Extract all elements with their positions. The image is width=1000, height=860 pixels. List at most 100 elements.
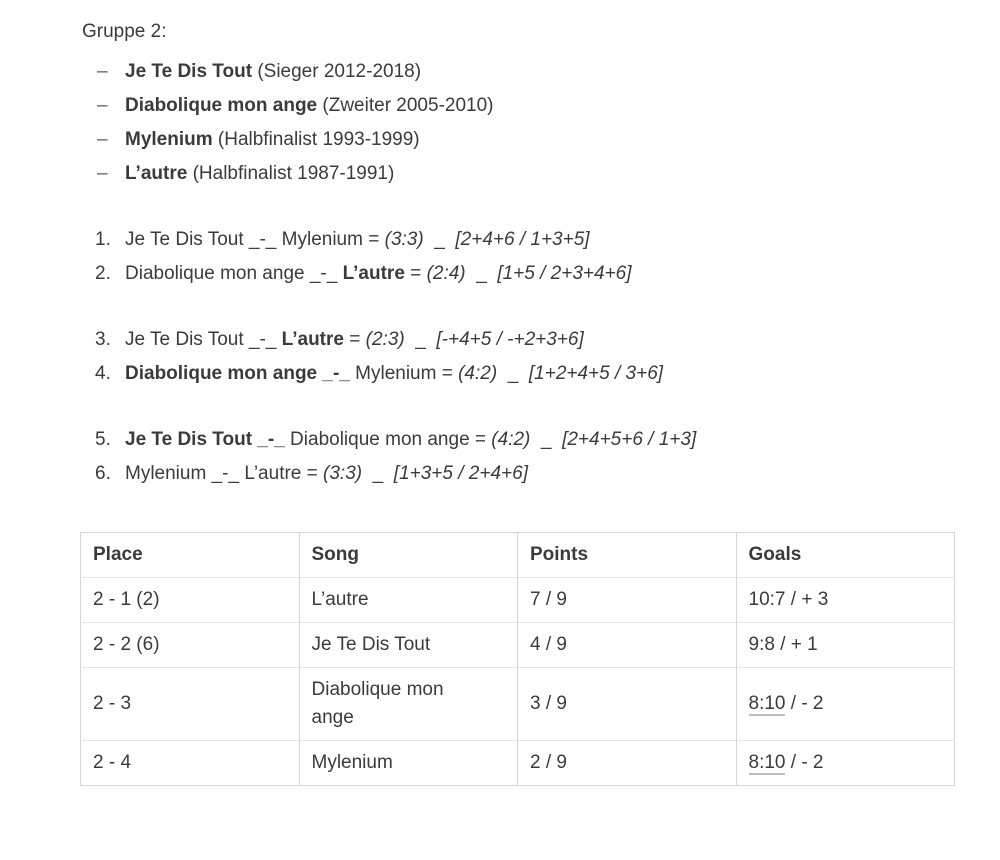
match-gap: _ bbox=[465, 263, 498, 284]
match-group-2: 3. Je Te Dis Tout _-_ L’autre = (2:3) _ … bbox=[82, 323, 956, 391]
goals-rest: 10:7 / + 3 bbox=[748, 589, 829, 610]
match-score: (2:4) bbox=[426, 263, 466, 284]
points-cell: 4 / 9 bbox=[517, 622, 736, 668]
match-gap: _ bbox=[423, 229, 456, 250]
match-post: = bbox=[301, 463, 324, 484]
match-group-3: 5. Je Te Dis Tout _-_ Diabolique mon ang… bbox=[82, 423, 956, 491]
match-number: 6. bbox=[95, 463, 111, 484]
match-post: = bbox=[362, 229, 385, 250]
song-info: (Halbfinalist 1987-1991) bbox=[187, 163, 395, 184]
list-item: – Diabolique mon ange (Zweiter 2005-2010… bbox=[82, 89, 956, 123]
dash-bullet-icon: – bbox=[97, 129, 108, 150]
column-header-goals: Goals bbox=[735, 532, 955, 578]
table-row: 2 - 2 (6) Je Te Dis Tout 4 / 9 9:8 / + 1 bbox=[80, 622, 955, 668]
column-header-points: Points bbox=[517, 532, 736, 578]
song-list: – Je Te Dis Tout (Sieger 2012-2018) – Di… bbox=[82, 55, 956, 191]
match-text: Je Te Dis Tout _-_ Diabolique mon ange =… bbox=[125, 423, 696, 457]
song-info: (Halbfinalist 1993-1999) bbox=[212, 129, 420, 150]
song-info: (Zweiter 2005-2010) bbox=[317, 95, 494, 116]
goals-cell: 9:8 / + 1 bbox=[735, 622, 955, 668]
song-name: Diabolique mon ange bbox=[125, 95, 318, 116]
table-row: 2 - 4 Mylenium 2 / 9 8:10 / - 2 bbox=[80, 740, 955, 786]
match-goal-minutes: [2+4+5+6 / 1+3] bbox=[562, 429, 697, 450]
match-gap: _ bbox=[362, 463, 394, 484]
list-item: – L’autre (Halbfinalist 1987-1991) bbox=[82, 157, 956, 191]
table-header-row: Place Song Points Goals bbox=[81, 532, 955, 578]
match-item: 4. Diabolique mon ange _-_ Mylenium = (4… bbox=[82, 357, 956, 391]
dash-bullet-icon: – bbox=[97, 163, 108, 184]
goals-rest: / - 2 bbox=[785, 752, 824, 773]
match-post: Diabolique mon ange = bbox=[284, 429, 492, 450]
match-group-1: 1. Je Te Dis Tout _-_ Mylenium = (3:3) _… bbox=[82, 223, 956, 291]
place-cell: 2 - 2 (6) bbox=[80, 622, 299, 668]
goals-link[interactable]: 8:10 bbox=[748, 693, 786, 716]
points-cell: 7 / 9 bbox=[517, 577, 736, 623]
match-winner: L’autre bbox=[281, 329, 344, 350]
song-cell-text: Diabolique mon ange bbox=[311, 679, 444, 728]
match-goal-minutes: [1+5 / 2+3+4+6] bbox=[497, 263, 632, 284]
points-cell: 2 / 9 bbox=[517, 740, 736, 786]
goals-cell: 8:10 / - 2 bbox=[735, 667, 955, 741]
song-cell: L’autre bbox=[298, 577, 518, 623]
song-cell: Je Te Dis Tout bbox=[298, 622, 518, 668]
list-item: – Mylenium (Halbfinalist 1993-1999) bbox=[82, 123, 956, 157]
place-cell: 2 - 4 bbox=[80, 740, 299, 786]
song-entry: Je Te Dis Tout (Sieger 2012-2018) bbox=[125, 55, 421, 89]
match-winner: Diabolique mon ange _-_ bbox=[125, 363, 350, 384]
match-text: Je Te Dis Tout _-_ L’autre = (2:3) _ [-+… bbox=[125, 323, 584, 357]
goals-link[interactable]: 8:10 bbox=[748, 752, 786, 775]
goals-cell: 10:7 / + 3 bbox=[735, 577, 955, 623]
column-header-song: Song bbox=[298, 532, 518, 578]
match-goal-minutes: [-+4+5 / -+2+3+6] bbox=[436, 329, 584, 350]
match-post: = bbox=[343, 329, 366, 350]
song-cell: Mylenium bbox=[298, 740, 518, 786]
match-item: 2. Diabolique mon ange _-_ L’autre = (2:… bbox=[82, 257, 956, 291]
match-item: 6. Mylenium _-_ L’autre = (3:3) _ [1+3+5… bbox=[82, 457, 956, 491]
match-number: 3. bbox=[95, 329, 111, 350]
match-gap: _ bbox=[497, 363, 529, 384]
match-text: Diabolique mon ange _-_ Mylenium = (4:2)… bbox=[125, 357, 663, 391]
match-post: = bbox=[404, 263, 427, 284]
song-info: (Sieger 2012-2018) bbox=[252, 61, 422, 82]
song-cell-text: L’autre bbox=[311, 589, 369, 610]
place-cell: 2 - 1 (2) bbox=[80, 577, 299, 623]
match-winner: L’autre bbox=[342, 263, 405, 284]
place-cell: 2 - 3 bbox=[80, 667, 299, 741]
page-title: Gruppe 2: bbox=[82, 21, 167, 42]
match-pre: Diabolique mon ange _-_ bbox=[125, 263, 343, 284]
match-text: Mylenium _-_ L’autre = (3:3) _ [1+3+5 / … bbox=[125, 457, 528, 491]
match-number: 2. bbox=[95, 263, 111, 284]
list-item: – Je Te Dis Tout (Sieger 2012-2018) bbox=[82, 55, 956, 89]
song-cell-text: Mylenium bbox=[311, 752, 393, 773]
match-winner: Je Te Dis Tout _-_ bbox=[125, 429, 285, 450]
match-number: 4. bbox=[95, 363, 111, 384]
match-pre: Mylenium _-_ L’autre bbox=[125, 463, 302, 484]
song-entry: L’autre (Halbfinalist 1987-1991) bbox=[125, 157, 394, 191]
match-number: 1. bbox=[95, 229, 111, 250]
match-item: 5. Je Te Dis Tout _-_ Diabolique mon ang… bbox=[82, 423, 956, 457]
match-score: (2:3) bbox=[365, 329, 405, 350]
results-table: Place Song Points Goals 2 - 1 (2) L’autr… bbox=[80, 532, 955, 786]
dash-bullet-icon: – bbox=[97, 61, 108, 82]
points-cell: 3 / 9 bbox=[517, 667, 736, 741]
song-entry: Mylenium (Halbfinalist 1993-1999) bbox=[125, 123, 420, 157]
song-entry: Diabolique mon ange (Zweiter 2005-2010) bbox=[125, 89, 494, 123]
song-cell: Diabolique mon ange bbox=[298, 667, 518, 741]
match-item: 1. Je Te Dis Tout _-_ Mylenium = (3:3) _… bbox=[82, 223, 956, 257]
match-score: (3:3) bbox=[384, 229, 424, 250]
match-post: Mylenium = bbox=[349, 363, 459, 384]
dash-bullet-icon: – bbox=[97, 95, 108, 116]
match-number: 5. bbox=[95, 429, 111, 450]
table-row: 2 - 1 (2) L’autre 7 / 9 10:7 / + 3 bbox=[80, 577, 955, 623]
song-name: Mylenium bbox=[125, 129, 213, 150]
match-goal-minutes: [1+2+4+5 / 3+6] bbox=[528, 363, 664, 384]
song-cell-text: Je Te Dis Tout bbox=[311, 634, 431, 655]
column-header-place: Place bbox=[93, 544, 143, 565]
match-score: (4:2) bbox=[458, 363, 498, 384]
goals-rest: 9:8 / + 1 bbox=[748, 634, 818, 655]
match-score: (3:3) bbox=[323, 463, 363, 484]
match-item: 3. Je Te Dis Tout _-_ L’autre = (2:3) _ … bbox=[82, 323, 956, 357]
match-text: Diabolique mon ange _-_ L’autre = (2:4) … bbox=[125, 257, 632, 291]
match-pre: Je Te Dis Tout _-_ bbox=[125, 329, 282, 350]
song-name: L’autre bbox=[125, 163, 188, 184]
